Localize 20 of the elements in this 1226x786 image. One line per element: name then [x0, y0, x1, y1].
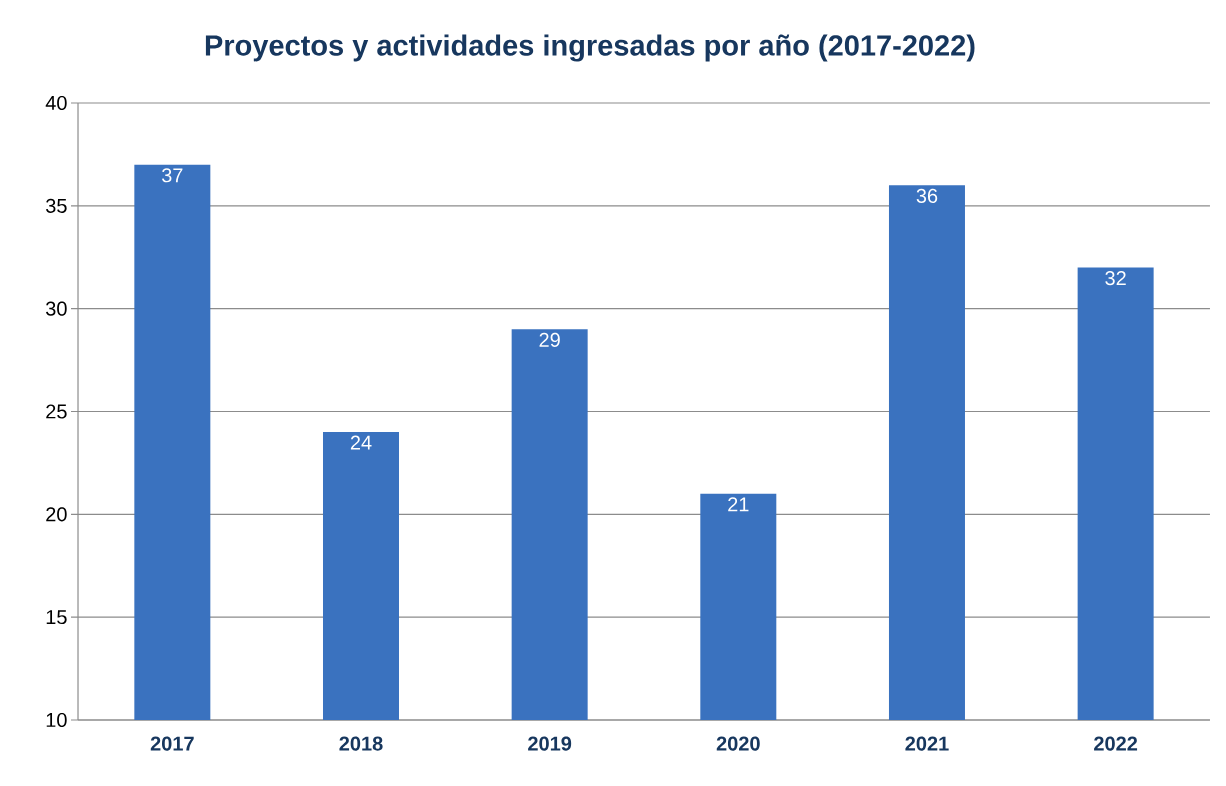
x-tick-label: 2017: [150, 736, 194, 751]
y-tick-label: 25: [46, 404, 67, 419]
y-tick-label: 30: [46, 301, 67, 316]
x-tick-label: 2020: [716, 736, 760, 751]
data-label: 36: [916, 188, 938, 203]
y-tick-label: 35: [46, 198, 67, 213]
x-tick-label: 2018: [339, 736, 383, 751]
chart-title: Proyectos y actividades ingresadas por año (2017-2022): [205, 34, 975, 62]
x-tick-label: 2019: [528, 736, 572, 751]
data-label: 24: [350, 435, 372, 450]
x-tick-label: 2022: [1094, 736, 1138, 751]
data-label: 21: [728, 497, 749, 512]
y-tick-label: 15: [46, 610, 67, 625]
y-tick-label: 20: [46, 507, 67, 522]
data-label: 37: [161, 168, 183, 183]
y-tick-label: 40: [45, 95, 67, 111]
data-label: 29: [539, 332, 560, 347]
y-tick-label: 10: [46, 712, 67, 728]
x-tick-label: 2021: [905, 736, 949, 751]
data-label: 32: [1105, 271, 1126, 286]
